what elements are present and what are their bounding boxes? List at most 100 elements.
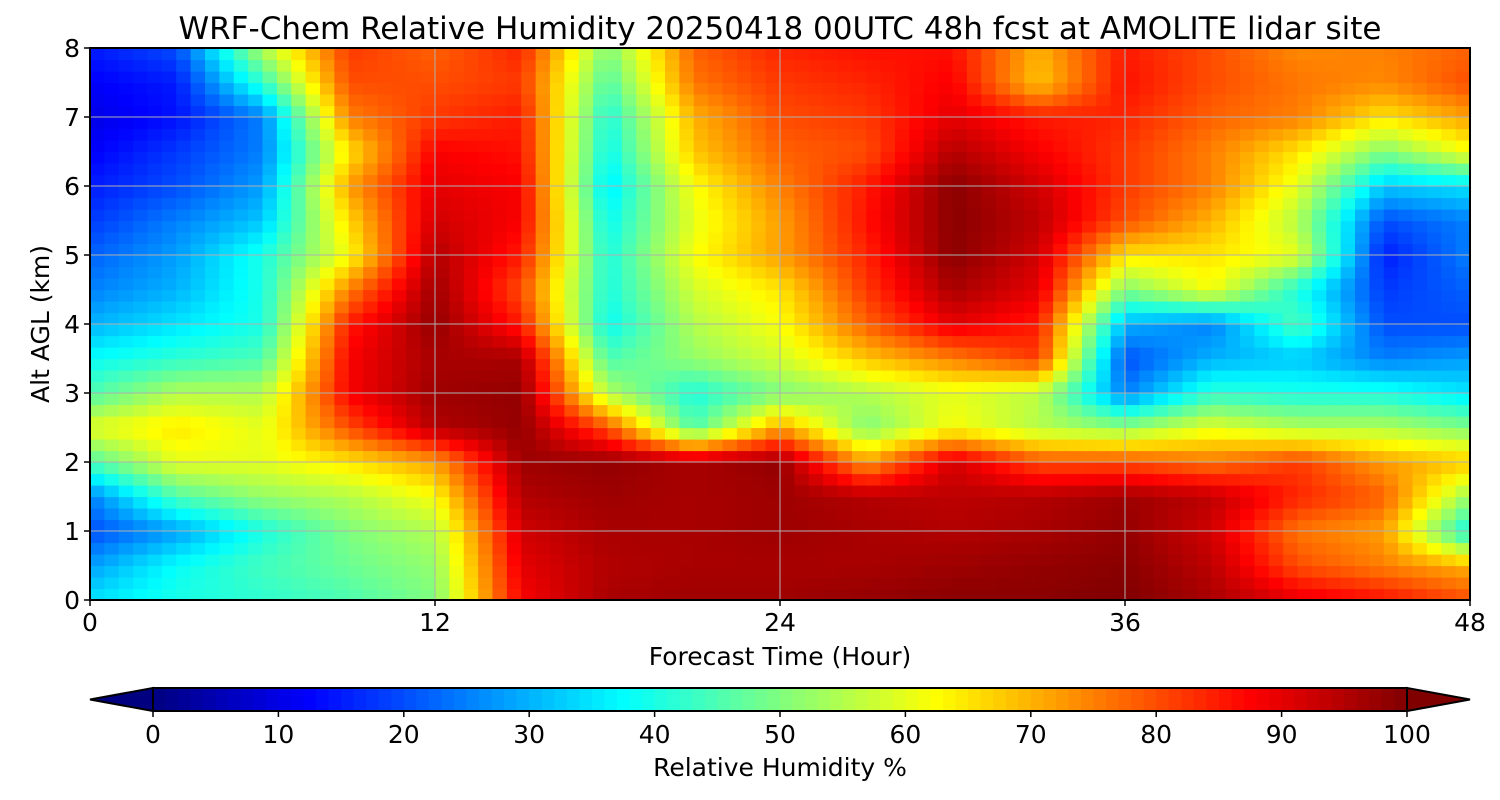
heatmap-cell xyxy=(1412,519,1428,532)
heatmap-cell xyxy=(1398,381,1414,394)
heatmap-cell xyxy=(478,496,494,509)
heatmap-cell xyxy=(895,577,910,590)
heatmap-cell xyxy=(420,197,436,210)
heatmap-cell xyxy=(1297,163,1313,176)
heatmap-cell xyxy=(880,473,896,486)
heatmap-cell xyxy=(305,48,321,61)
heatmap-cell xyxy=(90,82,105,95)
heatmap-cell xyxy=(1139,174,1155,187)
heatmap-cell xyxy=(1196,48,1212,61)
heatmap-cell xyxy=(1426,71,1442,84)
heatmap-cell xyxy=(147,542,163,555)
heatmap-cell xyxy=(104,588,120,601)
heatmap-cell xyxy=(621,59,637,72)
heatmap-cell xyxy=(578,347,594,360)
heatmap-cell xyxy=(808,94,824,107)
heatmap-cell xyxy=(995,197,1011,210)
heatmap-cell xyxy=(1153,347,1169,360)
heatmap-cell xyxy=(1412,324,1428,337)
heatmap-cell xyxy=(1355,324,1370,337)
heatmap-cell xyxy=(1153,94,1169,107)
heatmap-cell xyxy=(391,232,407,245)
heatmap-cell xyxy=(219,232,235,245)
heatmap-cell xyxy=(535,94,551,107)
heatmap-cell xyxy=(1153,404,1169,417)
heatmap-cell xyxy=(535,209,551,222)
heatmap-cell xyxy=(866,301,882,314)
heatmap-cell xyxy=(90,542,105,555)
heatmap-cell xyxy=(133,82,149,95)
heatmap-cell xyxy=(1081,588,1097,601)
heatmap-cell xyxy=(650,209,666,222)
heatmap-cell xyxy=(219,220,235,233)
colorbar-segment xyxy=(817,688,831,711)
heatmap-cell xyxy=(291,59,307,72)
heatmap-cell xyxy=(406,485,422,498)
heatmap-cell xyxy=(895,519,910,532)
heatmap-cell xyxy=(118,485,134,498)
heatmap-cell xyxy=(636,94,652,107)
heatmap-cell xyxy=(463,105,479,118)
heatmap-cell xyxy=(1283,381,1299,394)
heatmap-cell xyxy=(938,508,954,521)
heatmap-cell xyxy=(823,278,839,291)
heatmap-cell xyxy=(981,450,997,463)
heatmap-cell xyxy=(736,404,752,417)
heatmap-cell xyxy=(305,588,321,601)
heatmap-cell xyxy=(1153,266,1169,279)
heatmap-cell xyxy=(765,220,781,233)
heatmap-cell xyxy=(665,358,680,371)
heatmap-cell xyxy=(923,554,939,567)
heatmap-cell xyxy=(176,140,192,153)
heatmap-cell xyxy=(679,335,695,348)
heatmap-cell xyxy=(363,243,379,256)
heatmap-cell xyxy=(665,243,680,256)
heatmap-cell xyxy=(219,289,235,302)
heatmap-cell xyxy=(1383,312,1399,325)
heatmap-cell xyxy=(636,347,652,360)
heatmap-cell xyxy=(190,542,206,555)
heatmap-cell xyxy=(1455,209,1471,222)
heatmap-cell xyxy=(765,531,781,544)
heatmap-cell xyxy=(305,358,321,371)
heatmap-cell xyxy=(1110,255,1126,268)
heatmap-cell xyxy=(118,71,134,84)
heatmap-cell xyxy=(578,94,594,107)
heatmap-cell xyxy=(708,71,724,84)
heatmap-cell xyxy=(521,255,537,268)
heatmap-cell xyxy=(133,105,149,118)
heatmap-cell xyxy=(1010,312,1025,325)
heatmap-cell xyxy=(1225,289,1241,302)
heatmap-cell xyxy=(1053,358,1069,371)
heatmap-cell xyxy=(305,301,321,314)
heatmap-cell xyxy=(133,439,149,452)
heatmap-cell xyxy=(650,473,666,486)
heatmap-cell xyxy=(851,508,867,521)
heatmap-cell xyxy=(679,266,695,279)
heatmap-cell xyxy=(305,186,321,199)
heatmap-cell xyxy=(320,358,335,371)
heatmap-cell xyxy=(837,128,853,141)
heatmap-cell xyxy=(190,577,206,590)
heatmap-cell xyxy=(736,324,752,337)
heatmap-cell xyxy=(880,209,896,222)
heatmap-cell xyxy=(1225,393,1241,406)
heatmap-cell xyxy=(1182,335,1198,348)
heatmap-cell xyxy=(478,140,494,153)
heatmap-cell xyxy=(1053,128,1069,141)
heatmap-cell xyxy=(923,278,939,291)
heatmap-cell xyxy=(1168,577,1184,590)
heatmap-cell xyxy=(90,163,105,176)
heatmap-cell xyxy=(334,370,350,383)
heatmap-cell xyxy=(305,220,321,233)
heatmap-cell xyxy=(133,508,149,521)
colorbar-segment xyxy=(629,688,643,711)
heatmap-cell xyxy=(262,266,278,279)
heatmap-cell xyxy=(1412,473,1428,486)
heatmap-cell xyxy=(248,565,264,578)
heatmap-cell xyxy=(851,232,867,245)
heatmap-cell xyxy=(607,508,623,521)
heatmap-cell xyxy=(1168,232,1184,245)
heatmap-cell xyxy=(938,94,954,107)
heatmap-cell xyxy=(1196,186,1212,199)
